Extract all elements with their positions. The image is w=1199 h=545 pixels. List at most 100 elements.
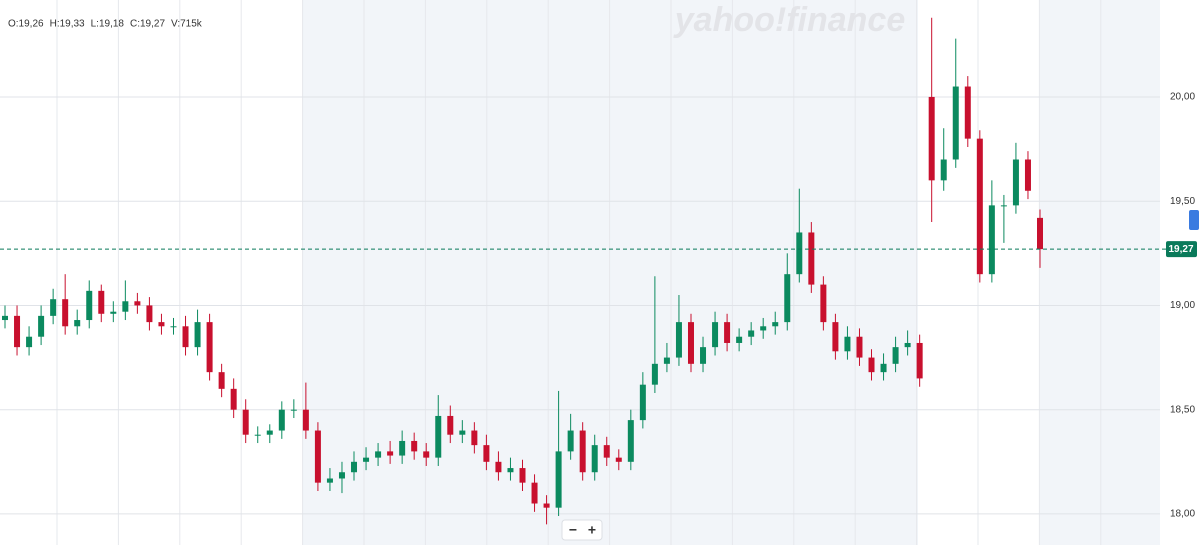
candle-body <box>122 301 129 312</box>
candle-body <box>603 445 610 458</box>
candle-body <box>495 461 502 473</box>
candle-body <box>988 205 995 275</box>
candle-body <box>820 284 827 323</box>
candle-body <box>471 430 478 446</box>
candle-body <box>38 315 45 337</box>
candle-body <box>615 457 622 462</box>
candle-body <box>110 311 117 314</box>
candle-body <box>964 86 971 139</box>
candle-body <box>338 472 345 479</box>
last-price-label: 19,27 <box>1168 244 1193 255</box>
candle-body <box>375 451 382 458</box>
candle-body <box>687 322 694 364</box>
candle-body <box>62 299 69 327</box>
candle-body <box>194 322 201 348</box>
candle-body <box>447 415 454 435</box>
candle-body <box>399 440 406 456</box>
candle-body <box>278 409 285 431</box>
candle-body <box>507 468 514 473</box>
candle-body <box>363 457 370 462</box>
y-tick-label: 19,00 <box>1170 300 1195 311</box>
candle-body <box>712 322 719 348</box>
candle-body <box>844 336 851 352</box>
y-tick-label: 19,50 <box>1170 196 1195 207</box>
candle-body <box>26 336 33 348</box>
candle-body <box>880 363 887 373</box>
candle-body <box>555 451 562 508</box>
candle-body <box>387 451 394 456</box>
candle-body <box>784 274 791 323</box>
ohlc-legend-item: H:19,33 <box>50 19 85 30</box>
candle-body <box>1024 159 1031 191</box>
candle-body <box>230 388 237 410</box>
candle-body <box>435 415 442 458</box>
candle-body <box>724 322 731 343</box>
candle-body <box>627 420 634 462</box>
candle-body <box>591 445 598 473</box>
candle-body <box>928 96 935 181</box>
candle-body <box>302 409 309 431</box>
candle-body <box>134 301 141 306</box>
ohlc-legend-item: C:19,27 <box>130 19 165 30</box>
candle-body <box>50 299 57 316</box>
candle-body <box>736 336 743 343</box>
ohlc-legend-item: L:19,18 <box>91 19 125 30</box>
candle-body <box>567 430 574 452</box>
candle-body <box>86 290 93 321</box>
candle-body <box>218 372 225 389</box>
candle-body <box>916 342 923 379</box>
candle-body <box>675 322 682 358</box>
scroll-tab[interactable] <box>1189 210 1199 230</box>
candle-body <box>98 290 105 314</box>
candle-body <box>892 347 899 364</box>
y-tick-label: 18,00 <box>1170 509 1195 520</box>
candle-body <box>748 330 755 337</box>
candle-body <box>146 305 153 323</box>
candle-body <box>940 159 947 181</box>
candle-body <box>856 336 863 358</box>
candle-body <box>663 357 670 364</box>
candle-body <box>254 434 261 436</box>
candle-body <box>1037 217 1043 250</box>
candle-body <box>182 326 189 348</box>
candle-body <box>700 347 707 364</box>
candle-body <box>531 482 538 504</box>
candle-body <box>772 322 779 327</box>
candle-body <box>832 322 839 352</box>
candle-body <box>639 384 646 421</box>
candle-body <box>760 326 767 331</box>
zoom-button[interactable]: + <box>588 522 596 538</box>
candle-body <box>2 315 8 321</box>
candle-body <box>290 409 297 411</box>
candle-body <box>206 322 213 373</box>
candle-body <box>579 430 586 473</box>
candle-body <box>796 232 803 275</box>
candle-body <box>411 440 418 452</box>
candle-body <box>808 232 815 285</box>
zoom-panel <box>561 519 603 541</box>
zoom-button[interactable]: − <box>569 522 577 538</box>
candle-body <box>976 138 983 275</box>
candle-body <box>242 409 249 435</box>
candle-body <box>14 315 21 348</box>
candle-body <box>904 342 911 348</box>
candle-body <box>868 357 875 373</box>
candle-body <box>423 451 430 458</box>
candle-body <box>483 445 490 462</box>
candle-body <box>170 326 177 328</box>
candle-body <box>314 430 321 483</box>
candle-body <box>459 430 466 435</box>
candle-body <box>543 503 550 508</box>
candle-body <box>351 461 358 473</box>
candle-body <box>1012 159 1019 206</box>
candle-body <box>952 86 959 160</box>
candle-body <box>158 322 165 327</box>
candle-body <box>519 468 526 483</box>
ohlc-legend-item: V:715k <box>171 19 203 30</box>
y-tick-label: 20,00 <box>1170 92 1195 103</box>
logo: yahoo!finance <box>673 1 905 39</box>
candle-body <box>326 478 333 483</box>
ohlc-legend-item: O:19,26 <box>8 19 44 30</box>
candle-body <box>1000 205 1007 207</box>
